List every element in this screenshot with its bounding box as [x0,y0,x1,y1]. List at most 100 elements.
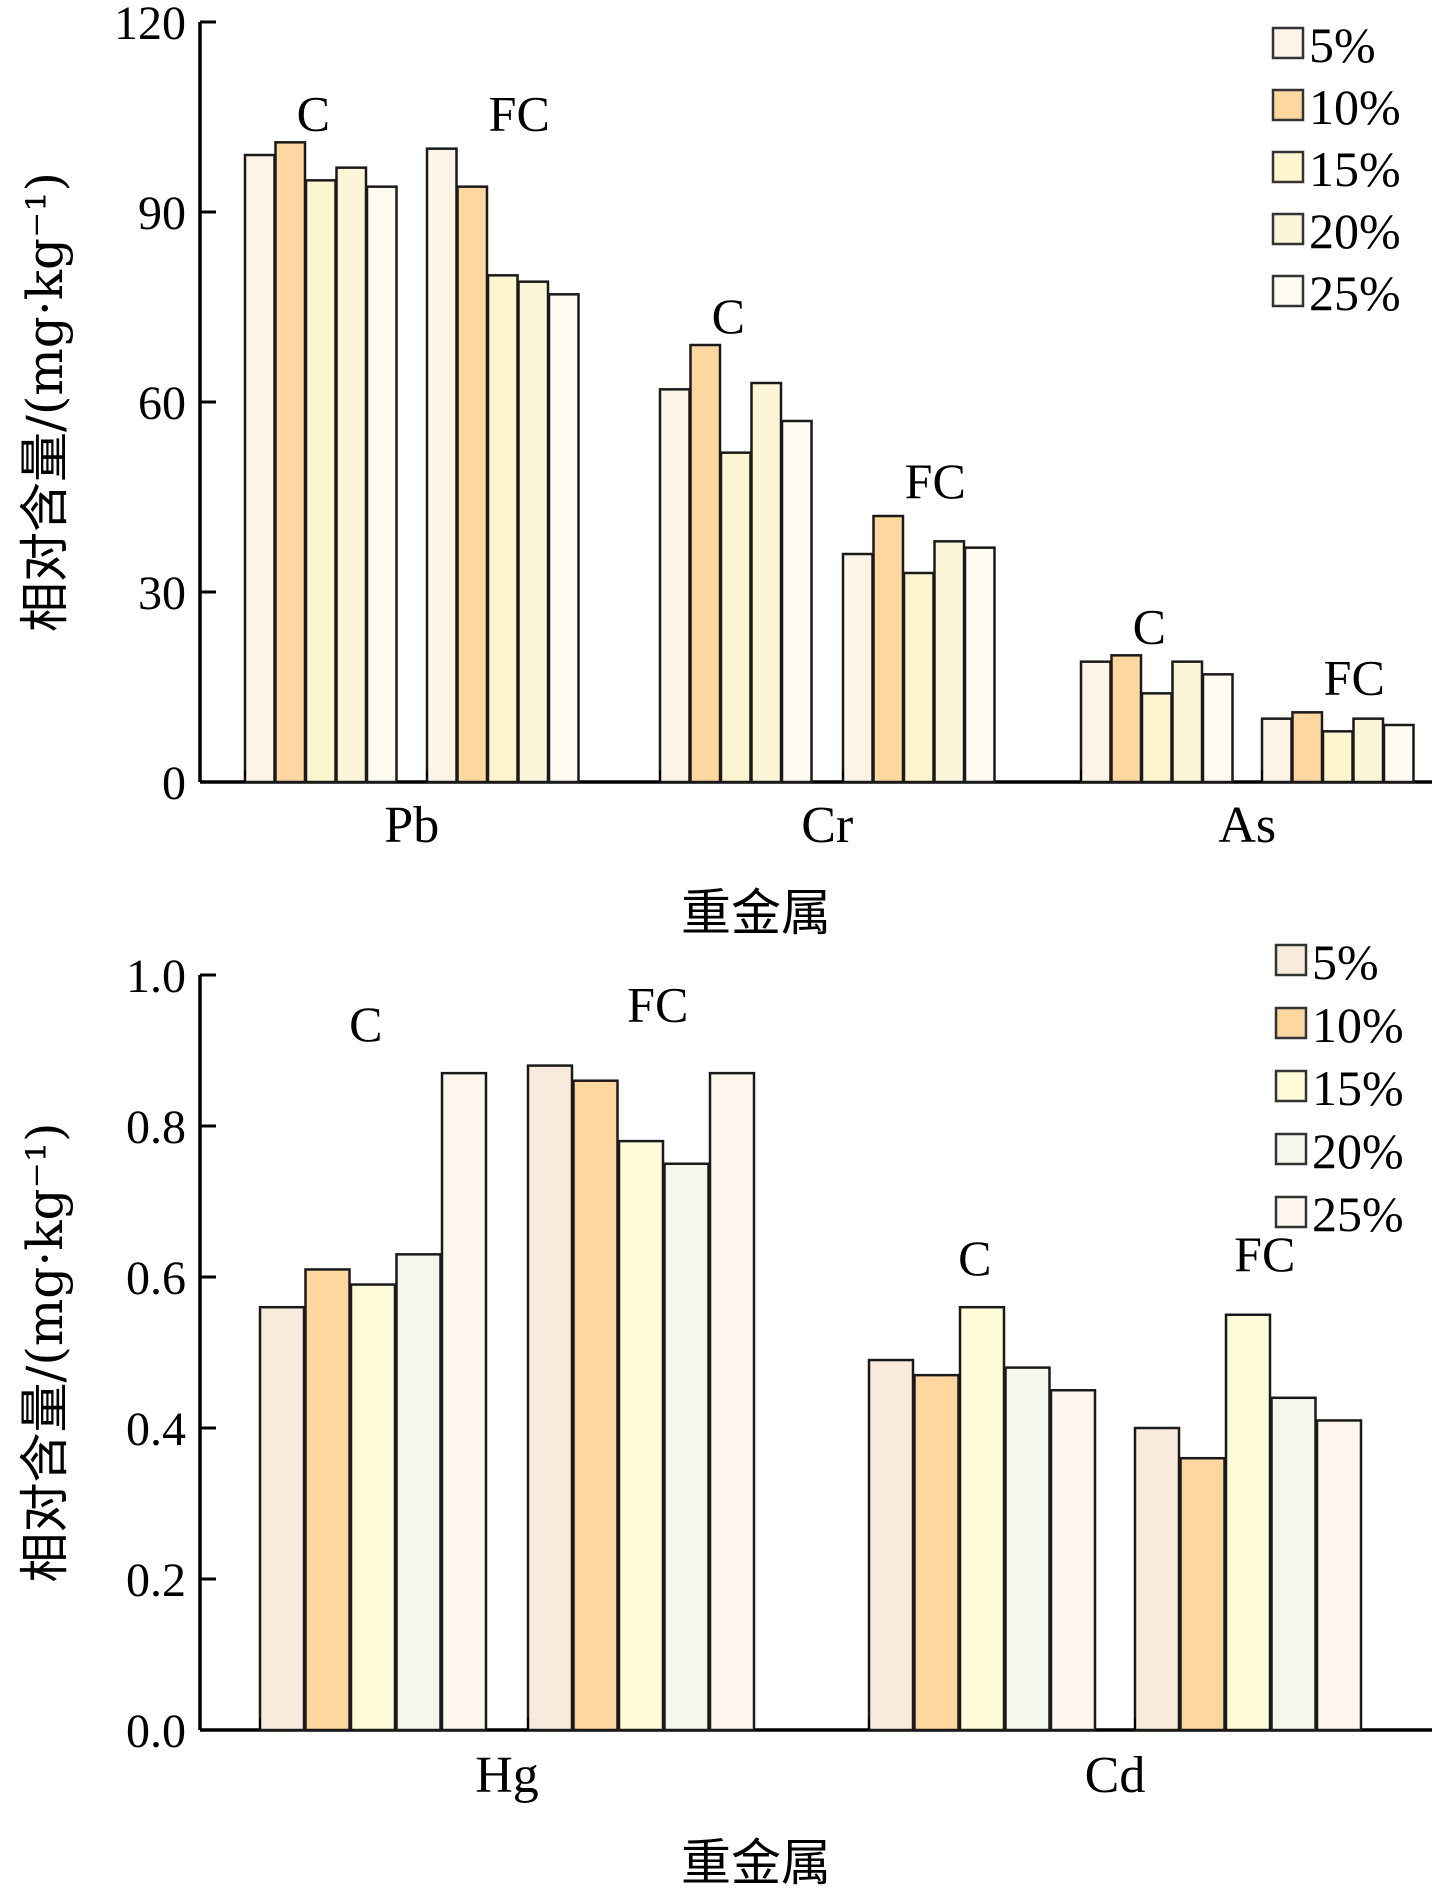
chart-panel-1: 0 30 60 90 120 C FC Pb C FC Cr C FC As 重金属 相对含量/(mg·kg⁻… [16,0,1432,942]
bar-as-c-5 [1201,673,1234,784]
bar-cd-fc-5 [1315,1419,1363,1732]
group-label-fc: FC [489,86,550,142]
x-category-label-cr: Cr [801,797,853,854]
y-tick-label: 0.0 [126,1705,186,1758]
bar-pb-c-5 [365,185,398,784]
bar-as-c-1 [1079,660,1112,784]
bar-cd-fc-2 [1179,1456,1226,1732]
legend-label-5: 25% [1309,265,1401,321]
bar-cr-fc-2 [872,514,905,784]
group-label-c: C [958,1230,991,1286]
bar-cd-c-1 [867,1358,915,1732]
bar-pb-fc-3 [486,274,519,784]
y-tick-label: 30 [138,567,186,620]
bar-pb-c-4 [335,166,368,784]
y-tick-label: 0.8 [126,1101,186,1154]
bar-cr-fc-4 [933,540,966,784]
bar-cd-c-4 [1004,1366,1051,1732]
legend-swatch-2 [1271,88,1305,122]
legend-label-4: 20% [1309,203,1401,259]
bar-as-c-2 [1110,654,1143,784]
legend-label-5: 25% [1312,1186,1404,1242]
bar-hg-c-2 [304,1268,351,1732]
bar-pb-fc-2 [456,185,489,784]
legend: 5% 10% 15% 20% 25% [1271,17,1401,321]
x-axis-title: 重金属 [681,1834,831,1890]
bar-hg-fc-3 [617,1139,665,1732]
y-tick-label: 0 [162,757,186,810]
bar-cr-fc-5 [963,546,996,784]
bar-cd-fc-3 [1224,1313,1272,1732]
bar-hg-c-5 [440,1071,488,1732]
bar-cr-c-2 [689,343,722,784]
bar-pb-fc-4 [517,280,550,784]
bar-hg-c-1 [258,1305,306,1732]
bar-cd-c-5 [1049,1389,1097,1732]
bar-cd-fc-1 [1133,1426,1181,1732]
legend-swatch-4 [1271,212,1305,246]
bar-pb-c-2 [274,141,307,784]
legend-label-2: 10% [1312,997,1404,1053]
bar-as-fc-2 [1291,711,1324,784]
y-tick-label: 0.4 [126,1403,186,1456]
legend-swatch-2 [1274,1006,1308,1040]
y-tick-label: 0.6 [126,1252,186,1305]
legend-swatch-4 [1274,1132,1308,1166]
x-category-label-hg: Hg [475,1747,539,1804]
bar-cd-fc-4 [1270,1396,1317,1732]
bar-cr-fc-3 [902,571,935,784]
bar-cr-c-4 [750,381,783,784]
bar-cd-c-3 [958,1305,1006,1732]
bar-hg-fc-4 [663,1162,710,1732]
group-label-fc: FC [1324,649,1385,705]
bar-as-c-4 [1171,660,1204,784]
legend-swatch-5 [1271,274,1305,308]
x-axis-title: 重金属 [681,884,831,942]
group-label-fc: FC [627,977,688,1033]
y-tick-label: 90 [138,187,186,240]
x-category-label-pb: Pb [384,797,439,854]
bar-hg-fc-1 [526,1064,574,1732]
group-label-fc: FC [1234,1226,1295,1282]
bar-cr-fc-1 [841,552,874,784]
legend-label-4: 20% [1312,1123,1404,1179]
bar-as-fc-4 [1352,717,1385,784]
y-axis-title: 相对含量/(mg·kg⁻¹) [16,1123,74,1583]
bar-hg-fc-5 [708,1071,756,1732]
bar-as-fc-5 [1382,723,1415,784]
bar-hg-fc-2 [572,1079,619,1732]
group-label-c: C [1133,598,1166,654]
group-label-c: C [297,85,330,141]
y-axis-title: 相对含量/(mg·kg⁻¹) [16,172,74,632]
bar-pb-c-3 [304,179,337,784]
group-label-c: C [712,288,745,344]
bar-hg-c-4 [395,1253,442,1732]
y-tick-label: 60 [138,377,186,430]
chart-panel-2: 0.0 0.2 0.4 0.6 0.8 1.0 C FC Hg C FC Cd 重金属 相对含量/(mg·… [16,934,1432,1890]
y-tick-label: 120 [114,0,186,50]
bar-cr-c-1 [658,388,691,784]
bar-as-fc-3 [1321,730,1354,784]
y-tick-label: 0.2 [126,1554,186,1607]
bar-pb-c-1 [243,153,276,784]
legend: 5% 10% 15% 20% 25% [1274,934,1404,1242]
bar-as-c-3 [1140,692,1173,784]
x-category-label-as: As [1218,797,1276,854]
bar-hg-c-3 [349,1283,397,1732]
y-tick-label: 1.0 [126,950,186,1003]
bar-cr-c-3 [719,451,752,784]
legend-swatch-1 [1274,943,1308,977]
legend-swatch-3 [1271,150,1305,184]
legend-label-3: 15% [1309,141,1401,197]
legend-label-3: 15% [1312,1060,1404,1116]
legend-swatch-1 [1271,26,1305,60]
bar-pb-fc-5 [547,293,580,784]
bar-as-fc-1 [1260,717,1293,784]
bar-cr-c-5 [780,419,813,784]
bar-pb-fc-1 [425,147,458,784]
bar-cd-c-2 [913,1373,960,1732]
x-category-label-cd: Cd [1085,1747,1146,1804]
group-label-fc: FC [905,453,966,509]
legend-swatch-3 [1274,1069,1308,1103]
